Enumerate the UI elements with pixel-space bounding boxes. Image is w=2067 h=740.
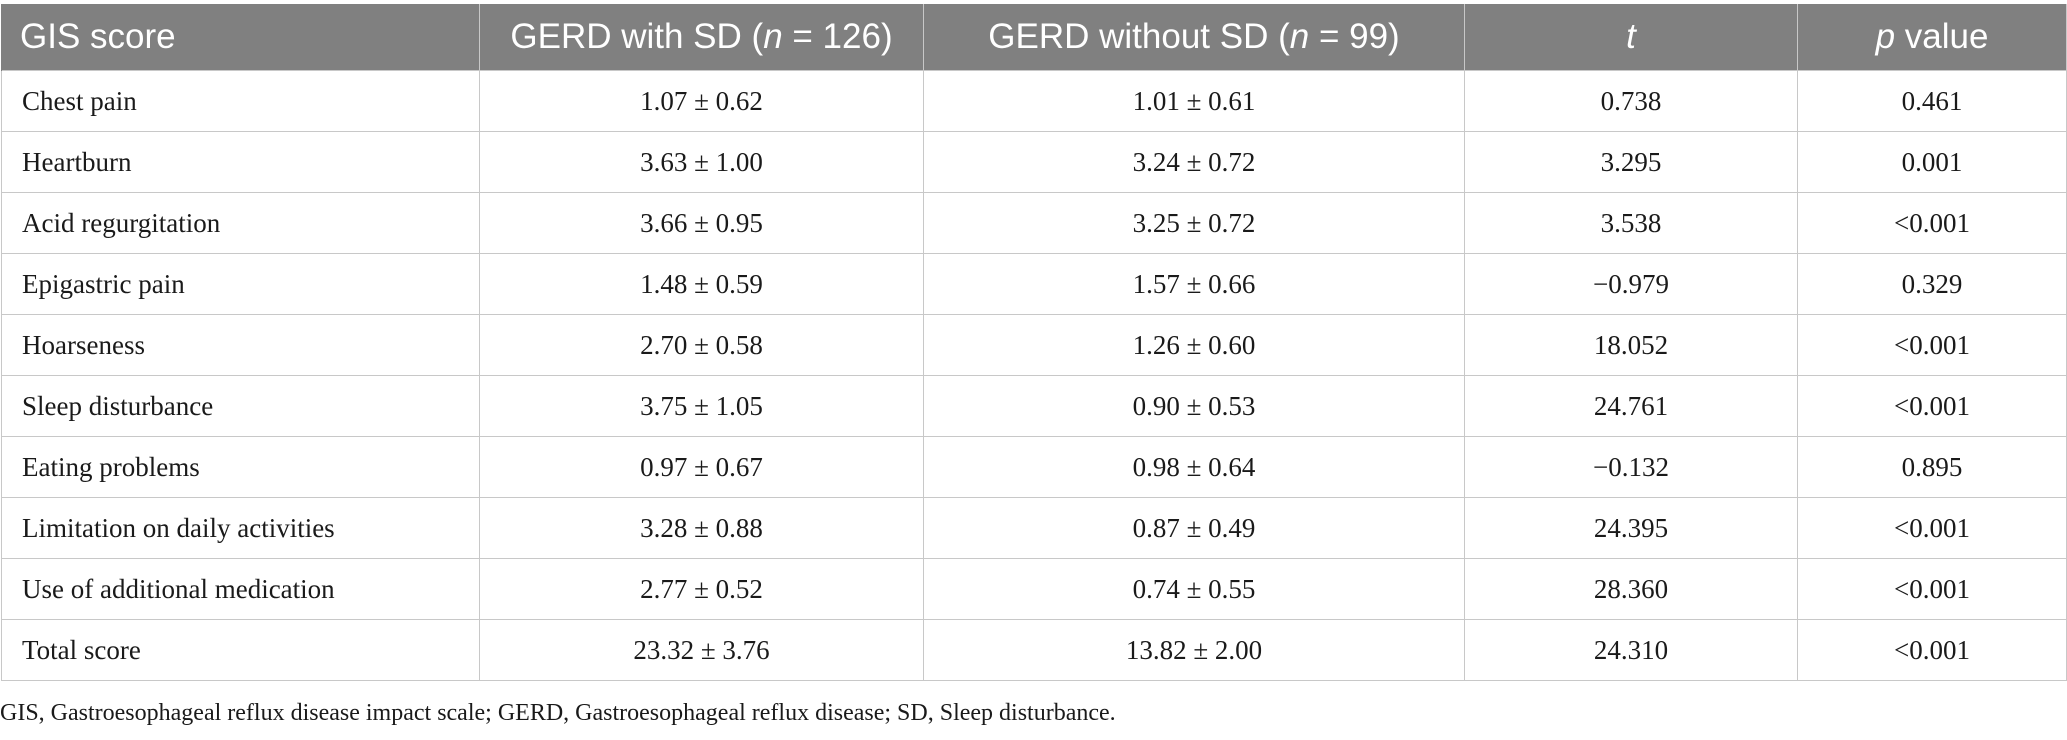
table-row: Chest pain 1.07 ± 0.62 1.01 ± 0.61 0.738 0.4… xyxy=(1,70,2067,132)
cell-gerd-without-sd: 1.01 ± 0.61 xyxy=(923,70,1465,132)
cell-p-value: <0.001 xyxy=(1797,192,2067,254)
cell-t-value: 3.538 xyxy=(1464,192,1798,254)
cell-t-value: 28.360 xyxy=(1464,558,1798,620)
cell-t-value: 24.761 xyxy=(1464,375,1798,437)
cell-gis-item: Limitation on daily activities xyxy=(1,497,480,559)
table-container: GIS score GERD with SD (n = 126) GERD wi… xyxy=(0,4,2067,681)
cell-t-value: 24.310 xyxy=(1464,619,1798,681)
cell-gerd-without-sd: 13.82 ± 2.00 xyxy=(923,619,1465,681)
cell-gis-item: Hoarseness xyxy=(1,314,480,376)
cell-gerd-with-sd: 3.28 ± 0.88 xyxy=(479,497,924,559)
cell-p-value: <0.001 xyxy=(1797,314,2067,376)
cell-p-value: <0.001 xyxy=(1797,558,2067,620)
table-footnote: GIS, Gastroesophageal reflux disease imp… xyxy=(0,700,1116,726)
table-row: Use of additional medication 2.77 ± 0.52 0… xyxy=(1,558,2067,620)
table-row: Sleep disturbance 3.75 ± 1.05 0.90 ± 0.53 2… xyxy=(1,375,2067,437)
cell-gis-item: Acid regurgitation xyxy=(1,192,480,254)
cell-gerd-with-sd: 3.75 ± 1.05 xyxy=(479,375,924,437)
table-row: Epigastric pain 1.48 ± 0.59 1.57 ± 0.66 −0.… xyxy=(1,253,2067,315)
table-row: Heartburn 3.63 ± 1.00 3.24 ± 0.72 3.295 0.00… xyxy=(1,131,2067,193)
table-header: GIS score GERD with SD (n = 126) GERD wi… xyxy=(1,4,2067,71)
cell-gis-item: Use of additional medication xyxy=(1,558,480,620)
cell-gerd-without-sd: 3.24 ± 0.72 xyxy=(923,131,1465,193)
table-row: Acid regurgitation 3.66 ± 0.95 3.25 ± 0.72… xyxy=(1,192,2067,254)
cell-t-value: −0.979 xyxy=(1464,253,1798,315)
table-row: Total score 23.32 ± 3.76 13.82 ± 2.00 24.31… xyxy=(1,619,2067,681)
header-gerd-without-sd: GERD without SD (n = 99) xyxy=(923,4,1465,71)
header-gis-score: GIS score xyxy=(1,4,480,71)
cell-gis-item: Chest pain xyxy=(1,70,480,132)
cell-gerd-with-sd: 23.32 ± 3.76 xyxy=(479,619,924,681)
cell-gerd-with-sd: 3.66 ± 0.95 xyxy=(479,192,924,254)
table-body: Chest pain 1.07 ± 0.62 1.01 ± 0.61 0.738 0.4… xyxy=(1,70,2067,681)
cell-t-value: 24.395 xyxy=(1464,497,1798,559)
cell-p-value: <0.001 xyxy=(1797,375,2067,437)
cell-gerd-without-sd: 1.57 ± 0.66 xyxy=(923,253,1465,315)
header-row: GIS score GERD with SD (n = 126) GERD wi… xyxy=(1,4,2067,71)
cell-p-value: <0.001 xyxy=(1797,497,2067,559)
cell-t-value: 3.295 xyxy=(1464,131,1798,193)
cell-gerd-with-sd: 2.77 ± 0.52 xyxy=(479,558,924,620)
cell-gis-item: Heartburn xyxy=(1,131,480,193)
cell-gerd-without-sd: 3.25 ± 0.72 xyxy=(923,192,1465,254)
cell-p-value: <0.001 xyxy=(1797,619,2067,681)
cell-gerd-without-sd: 0.98 ± 0.64 xyxy=(923,436,1465,498)
header-p-value: p value xyxy=(1797,4,2067,71)
cell-gerd-with-sd: 2.70 ± 0.58 xyxy=(479,314,924,376)
cell-gerd-without-sd: 0.90 ± 0.53 xyxy=(923,375,1465,437)
cell-p-value: 0.895 xyxy=(1797,436,2067,498)
cell-gerd-with-sd: 3.63 ± 1.00 xyxy=(479,131,924,193)
gis-score-table: GIS score GERD with SD (n = 126) GERD wi… xyxy=(1,4,2067,681)
cell-p-value: 0.461 xyxy=(1797,70,2067,132)
header-gerd-with-sd: GERD with SD (n = 126) xyxy=(479,4,924,71)
cell-p-value: 0.001 xyxy=(1797,131,2067,193)
cell-gis-item: Total score xyxy=(1,619,480,681)
cell-t-value: 18.052 xyxy=(1464,314,1798,376)
table-row: Eating problems 0.97 ± 0.67 0.98 ± 0.64 −0.… xyxy=(1,436,2067,498)
table-row: Limitation on daily activities 3.28 ± 0.8… xyxy=(1,497,2067,559)
header-t: t xyxy=(1464,4,1798,71)
cell-gerd-with-sd: 0.97 ± 0.67 xyxy=(479,436,924,498)
cell-t-value: 0.738 xyxy=(1464,70,1798,132)
cell-gerd-with-sd: 1.07 ± 0.62 xyxy=(479,70,924,132)
cell-gerd-without-sd: 1.26 ± 0.60 xyxy=(923,314,1465,376)
cell-gerd-without-sd: 0.87 ± 0.49 xyxy=(923,497,1465,559)
cell-gis-item: Sleep disturbance xyxy=(1,375,480,437)
cell-gis-item: Epigastric pain xyxy=(1,253,480,315)
table-row: Hoarseness 2.70 ± 0.58 1.26 ± 0.60 18.052 <0… xyxy=(1,314,2067,376)
cell-gerd-without-sd: 0.74 ± 0.55 xyxy=(923,558,1465,620)
cell-t-value: −0.132 xyxy=(1464,436,1798,498)
cell-p-value: 0.329 xyxy=(1797,253,2067,315)
cell-gerd-with-sd: 1.48 ± 0.59 xyxy=(479,253,924,315)
cell-gis-item: Eating problems xyxy=(1,436,480,498)
